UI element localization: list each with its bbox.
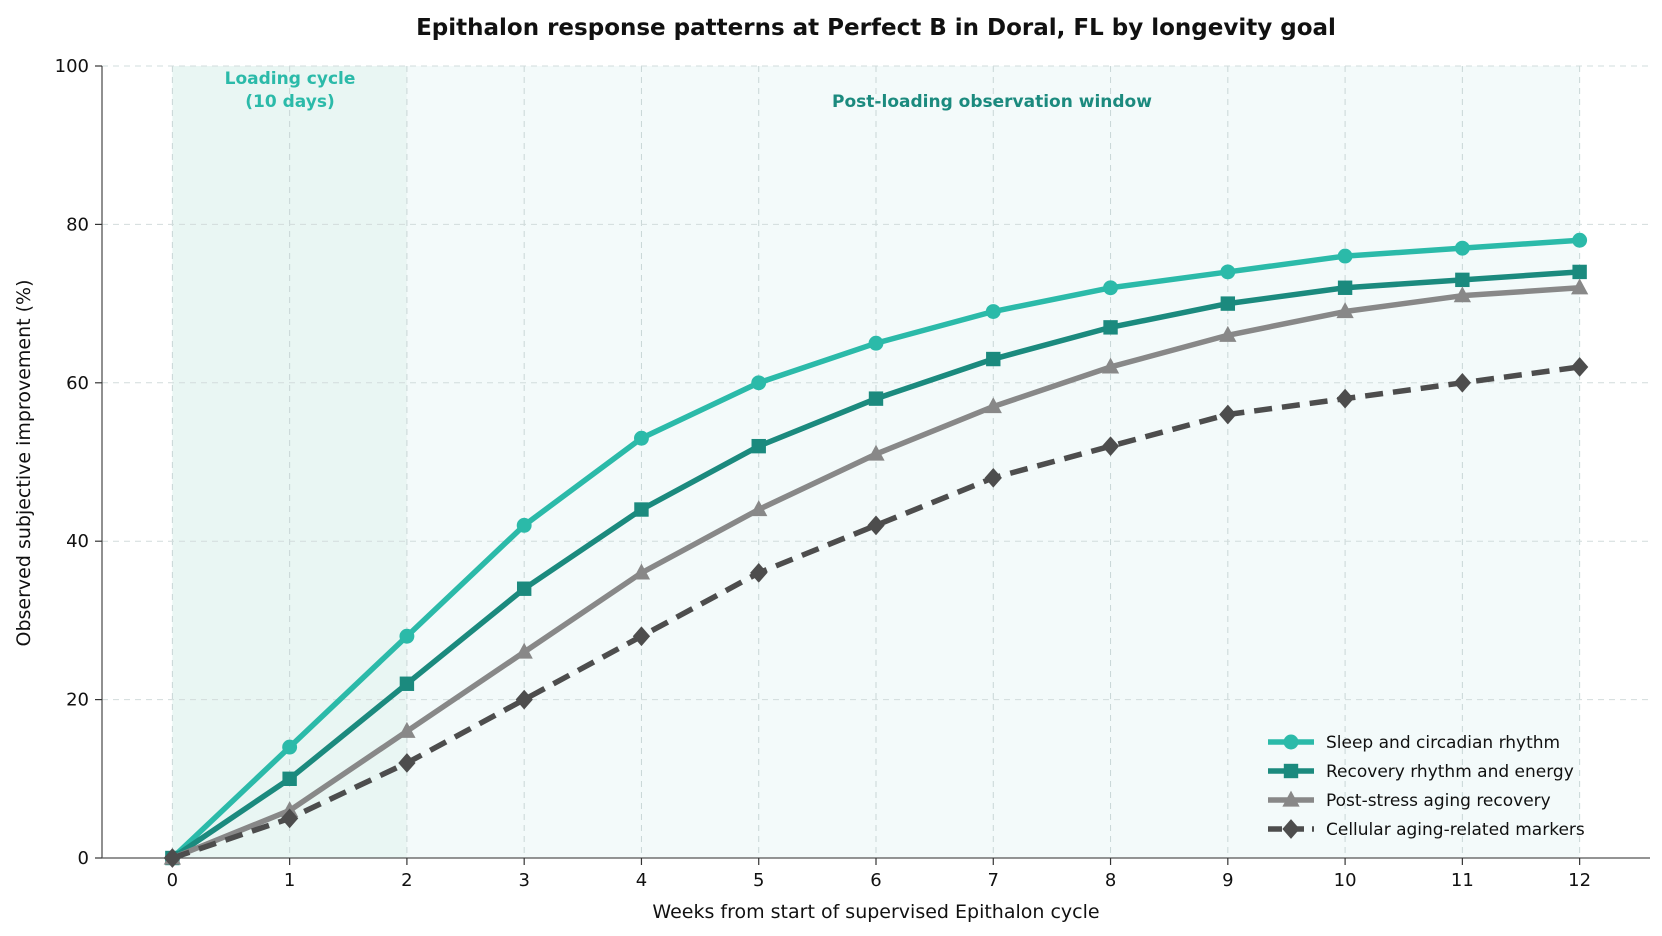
y-tick-label-5: 100 xyxy=(55,56,89,77)
series-3-point-0 xyxy=(163,848,182,868)
series-2-point-12 xyxy=(1570,278,1589,295)
legend-marker-2 xyxy=(1282,790,1300,807)
series-1-point-3 xyxy=(516,581,532,596)
series-3-point-4 xyxy=(632,626,651,647)
series-1-point-2 xyxy=(399,676,415,691)
series-2-point-10 xyxy=(1336,302,1354,319)
series-2-point-4 xyxy=(632,563,651,580)
series-0-point-10 xyxy=(1337,248,1353,264)
series-2-point-6 xyxy=(867,444,885,461)
x-tick-label-10: 10 xyxy=(1334,870,1357,891)
series-1-point-12 xyxy=(1572,264,1587,280)
series-0-point-1 xyxy=(282,739,298,755)
series-3-point-8 xyxy=(1101,436,1120,456)
series-2-point-3 xyxy=(515,642,533,659)
series-2-point-2 xyxy=(398,721,416,738)
series-1-point-9 xyxy=(1220,296,1236,311)
series-3-point-3 xyxy=(515,689,533,710)
series-1-point-1 xyxy=(282,771,297,786)
legend-label-2: Post-stress aging recovery xyxy=(1326,791,1551,811)
series-2-point-7 xyxy=(984,397,1002,414)
series-3-point-10 xyxy=(1336,388,1354,409)
legend-label-3: Cellular aging-related markers xyxy=(1326,820,1585,840)
series-3 xyxy=(163,357,1589,868)
series-3-point-12 xyxy=(1570,357,1589,377)
series-0-point-8 xyxy=(1103,280,1118,296)
x-tick-label-8: 8 xyxy=(1105,870,1116,891)
legend-label-1: Recovery rhythm and energy xyxy=(1326,762,1574,782)
series-2-point-8 xyxy=(1101,357,1120,374)
series-1-point-5 xyxy=(751,438,766,454)
x-tick-label-12: 12 xyxy=(1568,870,1591,891)
series-0 xyxy=(164,232,1588,866)
series-0-point-6 xyxy=(868,335,884,351)
series-3-point-5 xyxy=(750,563,768,583)
legend-marker-3 xyxy=(1282,819,1300,839)
series-3-point-6 xyxy=(867,515,885,536)
x-tick-label-4: 4 xyxy=(636,870,647,891)
x-tick-label-0: 0 xyxy=(167,870,178,891)
legend-label-0: Sleep and circadian rhythm xyxy=(1326,733,1560,753)
y-tick-label-2: 40 xyxy=(66,531,89,552)
series-1-point-6 xyxy=(868,391,884,406)
series-0-point-5 xyxy=(751,375,767,391)
x-tick-label-1: 1 xyxy=(284,870,295,891)
x-tick-label-9: 9 xyxy=(1222,870,1233,891)
legend-marker-1 xyxy=(1283,763,1299,779)
y-tick-label-0: 0 xyxy=(78,848,89,869)
series-1-point-7 xyxy=(986,351,1001,367)
series-3-point-11 xyxy=(1453,372,1472,393)
series-2-point-11 xyxy=(1453,286,1472,303)
annotation-loading-line2: (10 days) xyxy=(245,92,334,112)
chart-title: Epithalon response patterns at Perfect B… xyxy=(416,15,1336,41)
series-2 xyxy=(163,278,1589,865)
x-tick-label-11: 11 xyxy=(1451,870,1474,891)
x-tick-label-7: 7 xyxy=(988,870,999,891)
legend-marker-0 xyxy=(1283,734,1299,750)
y-tick-label-3: 60 xyxy=(66,373,89,394)
series-0-point-4 xyxy=(634,430,649,446)
series-1-point-11 xyxy=(1455,272,1470,288)
x-tick-label-2: 2 xyxy=(401,870,412,891)
annotation-post-loading: Post-loading observation window xyxy=(832,92,1152,112)
y-tick-label-4: 80 xyxy=(66,214,89,235)
series-1-point-4 xyxy=(634,502,649,517)
series-3-point-1 xyxy=(280,808,299,829)
series-0-point-2 xyxy=(399,628,415,644)
y-tick-label-1: 20 xyxy=(66,690,89,711)
series-0-point-12 xyxy=(1572,232,1588,248)
legend: Sleep and circadian rhythm Recovery rhyth… xyxy=(1268,733,1585,840)
series-0-point-3 xyxy=(516,517,532,533)
series-3-point-2 xyxy=(398,753,416,773)
series-1-point-8 xyxy=(1103,320,1118,335)
series-2-point-9 xyxy=(1219,325,1237,342)
x-axis-label: Weeks from start of supervised Epithalon… xyxy=(652,901,1099,923)
series-0-point-11 xyxy=(1454,240,1470,256)
series-0-point-7 xyxy=(985,304,1001,319)
series-2-point-5 xyxy=(750,500,768,517)
x-tick-label-6: 6 xyxy=(870,870,881,891)
series-1-point-10 xyxy=(1337,280,1353,295)
x-tick-label-3: 3 xyxy=(518,870,529,891)
series-0-point-9 xyxy=(1220,264,1236,280)
x-tick-label-5: 5 xyxy=(753,870,764,891)
y-axis-label: Observed subjective improvement (%) xyxy=(13,280,35,647)
series-1 xyxy=(165,264,1587,866)
series-3-point-9 xyxy=(1219,404,1237,425)
series-3-point-7 xyxy=(984,468,1002,488)
annotation-loading-line1: Loading cycle xyxy=(225,69,356,89)
series-group xyxy=(163,232,1589,868)
